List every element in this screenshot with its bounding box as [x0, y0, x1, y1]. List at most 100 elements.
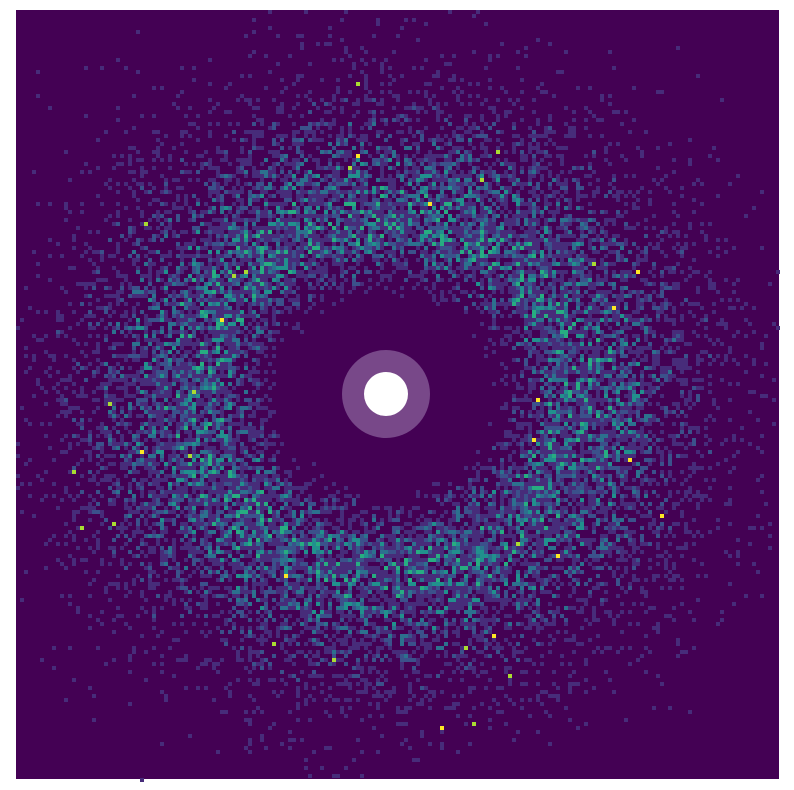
heatmap-cell [168, 218, 172, 222]
heatmap-cell [636, 350, 640, 354]
heatmap-cell [428, 266, 432, 270]
heatmap-cell [472, 238, 476, 242]
heatmap-cell [224, 86, 228, 90]
heatmap-cell [452, 146, 456, 150]
heatmap-cell [124, 310, 128, 314]
heatmap-cell [752, 358, 756, 362]
heatmap-cell [440, 222, 444, 226]
heatmap-cell [192, 242, 196, 246]
heatmap-cell [252, 262, 256, 266]
heatmap-cell [540, 174, 544, 178]
heatmap-cell [140, 170, 144, 174]
heatmap-cell [332, 118, 336, 122]
heatmap-cell [500, 226, 504, 230]
heatmap-cell [252, 194, 256, 198]
heatmap-cell [244, 250, 248, 254]
heatmap-cell [656, 378, 660, 382]
heatmap-cell [276, 202, 280, 206]
heatmap-cell [208, 250, 212, 254]
heatmap-cell [556, 238, 560, 242]
heatmap-cell [368, 210, 372, 214]
heatmap-cell [616, 242, 620, 246]
heatmap-cell [640, 278, 644, 282]
heatmap-cell [352, 250, 356, 254]
heatmap-cell [484, 214, 488, 218]
heatmap-cell [560, 282, 564, 286]
heatmap-cell [228, 306, 232, 310]
heatmap-cell [340, 166, 344, 170]
heatmap-cell [628, 366, 632, 370]
heatmap-cell [448, 230, 452, 234]
heatmap-cell [460, 146, 464, 150]
heatmap-cell [204, 162, 208, 166]
heatmap-cell [620, 378, 624, 382]
heatmap-cell [576, 218, 580, 222]
heatmap-cell [288, 310, 292, 314]
heatmap-cell [620, 270, 624, 274]
heatmap-cell [520, 302, 524, 306]
heatmap-cell [172, 342, 176, 346]
heatmap-cell [388, 198, 392, 202]
heatmap-cell [236, 314, 240, 318]
heatmap-cell [372, 210, 376, 214]
heatmap-cell [504, 202, 508, 206]
heatmap-cell [316, 218, 320, 222]
heatmap-cell [440, 266, 444, 270]
heatmap-cell [72, 238, 76, 242]
heatmap-cell [240, 294, 244, 298]
heatmap-cell [288, 286, 292, 290]
heatmap-cell [556, 250, 560, 254]
heatmap-cell [660, 346, 664, 350]
heatmap-cell [140, 182, 144, 186]
heatmap-cell [292, 134, 296, 138]
heatmap-cell [500, 282, 504, 286]
heatmap-cell [276, 226, 280, 230]
heatmap-cell [116, 370, 120, 374]
heatmap-cell [260, 282, 264, 286]
heatmap-cell [508, 278, 512, 282]
heatmap-cell [228, 350, 232, 354]
heatmap-cell [676, 242, 680, 246]
heatmap-cell [320, 122, 324, 126]
heatmap-cell [36, 202, 40, 206]
heatmap-cell [492, 210, 496, 214]
heatmap-cell [368, 174, 372, 178]
heatmap-cell [460, 190, 464, 194]
heatmap-cell [420, 230, 424, 234]
heatmap-cell [432, 286, 436, 290]
heatmap-cell [488, 126, 492, 130]
heatmap-cell [344, 230, 348, 234]
heatmap-cell [484, 98, 488, 102]
heatmap-cell [660, 334, 664, 338]
heatmap-cell [408, 238, 412, 242]
heatmap-cell [528, 226, 532, 230]
heatmap-cell [168, 250, 172, 254]
heatmap-cell [572, 266, 576, 270]
heatmap-cell [252, 206, 256, 210]
heatmap-cell [488, 170, 492, 174]
heatmap-cell [260, 174, 264, 178]
heatmap-cell [268, 182, 272, 186]
heatmap-cell [380, 158, 384, 162]
heatmap-cell [608, 306, 612, 310]
heatmap-cell [680, 362, 684, 366]
heatmap-cell [428, 254, 432, 258]
heatmap-cell [368, 238, 372, 242]
heatmap-cell [592, 218, 596, 222]
heatmap-cell [308, 242, 312, 246]
heatmap-cell [308, 110, 312, 114]
heatmap-cell [232, 174, 236, 178]
heatmap-cell [148, 258, 152, 262]
heatmap-cell [536, 118, 540, 122]
heatmap-cell [116, 322, 120, 326]
heatmap-cell [532, 310, 536, 314]
heatmap-cell [248, 254, 252, 258]
heatmap-cell [188, 318, 192, 322]
heatmap-cell [572, 270, 576, 274]
heatmap-cell [440, 162, 444, 166]
heatmap-cell [300, 194, 304, 198]
heatmap-cell [480, 286, 484, 290]
heatmap-cell [536, 258, 540, 262]
heatmap-cell [168, 326, 172, 330]
heatmap-cell [416, 178, 420, 182]
